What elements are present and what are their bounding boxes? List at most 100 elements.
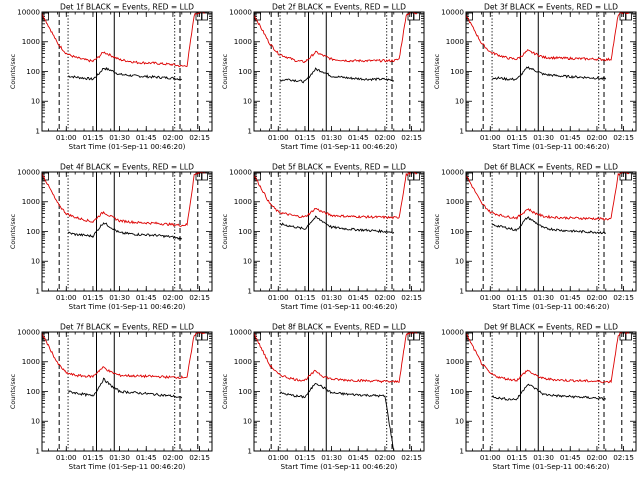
y-tick-label: 1 <box>35 286 40 295</box>
y-tick-label: 1000 <box>234 197 253 206</box>
y-axis-label: Counts/sec <box>433 373 441 409</box>
events-series-line <box>279 67 395 84</box>
y-axis-label: Counts/sec <box>9 213 17 249</box>
y-tick-label: 10 <box>243 257 253 266</box>
x-tick-label: 01:30 <box>321 293 342 302</box>
lld-series-line <box>466 332 630 384</box>
y-tick-label: 10000 <box>17 7 40 16</box>
y-tick-label: 100 <box>450 227 464 236</box>
x-tick-label: 01:30 <box>109 453 130 462</box>
x-axis-label: Start Time (01-Sep-11 00:46:20) <box>493 142 610 151</box>
events-series-line <box>68 377 183 399</box>
y-tick-label: 100 <box>238 67 252 76</box>
events-series-line <box>68 66 182 81</box>
x-tick-label: 01:00 <box>56 293 77 302</box>
x-tick-label: 01:45 <box>560 293 581 302</box>
x-tick-label: 01:30 <box>321 133 342 142</box>
x-tick-label: 02:15 <box>189 453 210 462</box>
flag-marker <box>413 12 420 21</box>
x-tick-label: 01:00 <box>480 133 501 142</box>
panel-title: Det 3f BLACK = Events, RED = LLD <box>484 3 618 12</box>
panel-title: Det 9f BLACK = Events, RED = LLD <box>484 323 618 332</box>
x-tick-label: 01:30 <box>533 133 554 142</box>
x-tick-label: 01:45 <box>136 293 157 302</box>
lld-series-line <box>466 172 630 221</box>
y-axis-label: Counts/sec <box>433 213 441 249</box>
detector-panel-4: Det 4f BLACK = Events, RED = LLD Counts/s… <box>9 163 213 311</box>
y-tick-label: 100 <box>26 227 40 236</box>
y-tick-label: 1 <box>459 446 464 455</box>
x-tick-label: 01:45 <box>136 133 157 142</box>
y-tick-label: 1 <box>247 286 252 295</box>
y-tick-label: 1 <box>35 446 40 455</box>
x-tick-label: 01:15 <box>83 133 104 142</box>
x-axis-label: Start Time (01-Sep-11 00:46:20) <box>69 142 186 151</box>
x-tick-label: 01:30 <box>109 133 130 142</box>
y-tick-label: 1000 <box>446 357 465 366</box>
detector-panel-9: Det 9f BLACK = Events, RED = LLD Counts/s… <box>433 323 637 471</box>
x-tick-label: 01:00 <box>56 133 77 142</box>
y-tick-label: 10000 <box>229 167 252 176</box>
x-tick-label: 01:45 <box>560 453 581 462</box>
y-tick-label: 1 <box>247 126 252 135</box>
x-axis-label: Start Time (01-Sep-11 00:46:20) <box>69 302 186 311</box>
events-series-line <box>491 216 607 235</box>
x-tick-label: 02:15 <box>189 293 210 302</box>
x-tick-label: 01:30 <box>533 453 554 462</box>
x-tick-label: 02:00 <box>587 453 608 462</box>
x-tick-label: 01:45 <box>348 133 369 142</box>
x-tick-label: 02:15 <box>401 293 422 302</box>
flag-marker <box>619 172 626 181</box>
events-series-line <box>492 66 607 81</box>
panel-frame <box>253 331 425 452</box>
y-tick-label: 10 <box>243 417 253 426</box>
x-tick-label: 01:00 <box>480 453 501 462</box>
y-tick-label: 10 <box>455 97 465 106</box>
x-tick-label: 01:00 <box>268 133 289 142</box>
events-series-line <box>67 222 183 241</box>
y-tick-label: 100 <box>26 67 40 76</box>
x-tick-label: 02:15 <box>401 133 422 142</box>
y-tick-label: 1000 <box>446 37 465 46</box>
events-series-line <box>279 382 395 451</box>
x-tick-label: 01:45 <box>348 453 369 462</box>
y-tick-label: 1 <box>35 126 40 135</box>
y-tick-label: 1 <box>459 126 464 135</box>
x-tick-label: 01:15 <box>295 293 316 302</box>
lld-series-line <box>42 332 206 380</box>
lld-series-line <box>254 332 418 384</box>
y-tick-label: 10 <box>455 257 465 266</box>
y-tick-label: 10 <box>31 417 41 426</box>
panel-title: Det 4f BLACK = Events, RED = LLD <box>60 163 194 172</box>
detector-panel-5: Det 5f BLACK = Events, RED = LLD Counts/s… <box>221 163 425 311</box>
panel-frame <box>465 171 637 292</box>
x-axis-label: Start Time (01-Sep-11 00:46:20) <box>493 462 610 471</box>
lld-series-line <box>254 172 418 220</box>
panel-title: Det 1f BLACK = Events, RED = LLD <box>60 3 194 12</box>
flag-marker <box>407 12 414 21</box>
flag-marker <box>413 172 420 181</box>
x-tick-label: 01:15 <box>507 453 528 462</box>
x-tick-label: 02:00 <box>375 453 396 462</box>
y-tick-label: 10000 <box>441 167 464 176</box>
x-tick-label: 01:15 <box>83 293 104 302</box>
x-axis-label: Start Time (01-Sep-11 00:46:20) <box>493 302 610 311</box>
y-tick-label: 10000 <box>229 7 252 16</box>
y-tick-label: 10 <box>31 257 41 266</box>
x-axis-label: Start Time (01-Sep-11 00:46:20) <box>69 462 186 471</box>
x-tick-label: 02:15 <box>613 453 634 462</box>
x-axis-label: Start Time (01-Sep-11 00:46:20) <box>281 462 398 471</box>
x-tick-label: 01:15 <box>295 133 316 142</box>
y-tick-label: 10000 <box>441 7 464 16</box>
y-tick-label: 1000 <box>22 37 41 46</box>
panel-frame <box>465 331 637 452</box>
flag-marker <box>407 332 414 341</box>
y-tick-label: 10000 <box>441 327 464 336</box>
events-series-line <box>279 215 395 234</box>
lld-series-line <box>466 12 630 62</box>
y-tick-label: 1 <box>247 446 252 455</box>
x-tick-label: 01:00 <box>56 453 77 462</box>
x-tick-label: 01:15 <box>83 453 104 462</box>
y-tick-label: 1000 <box>234 357 253 366</box>
